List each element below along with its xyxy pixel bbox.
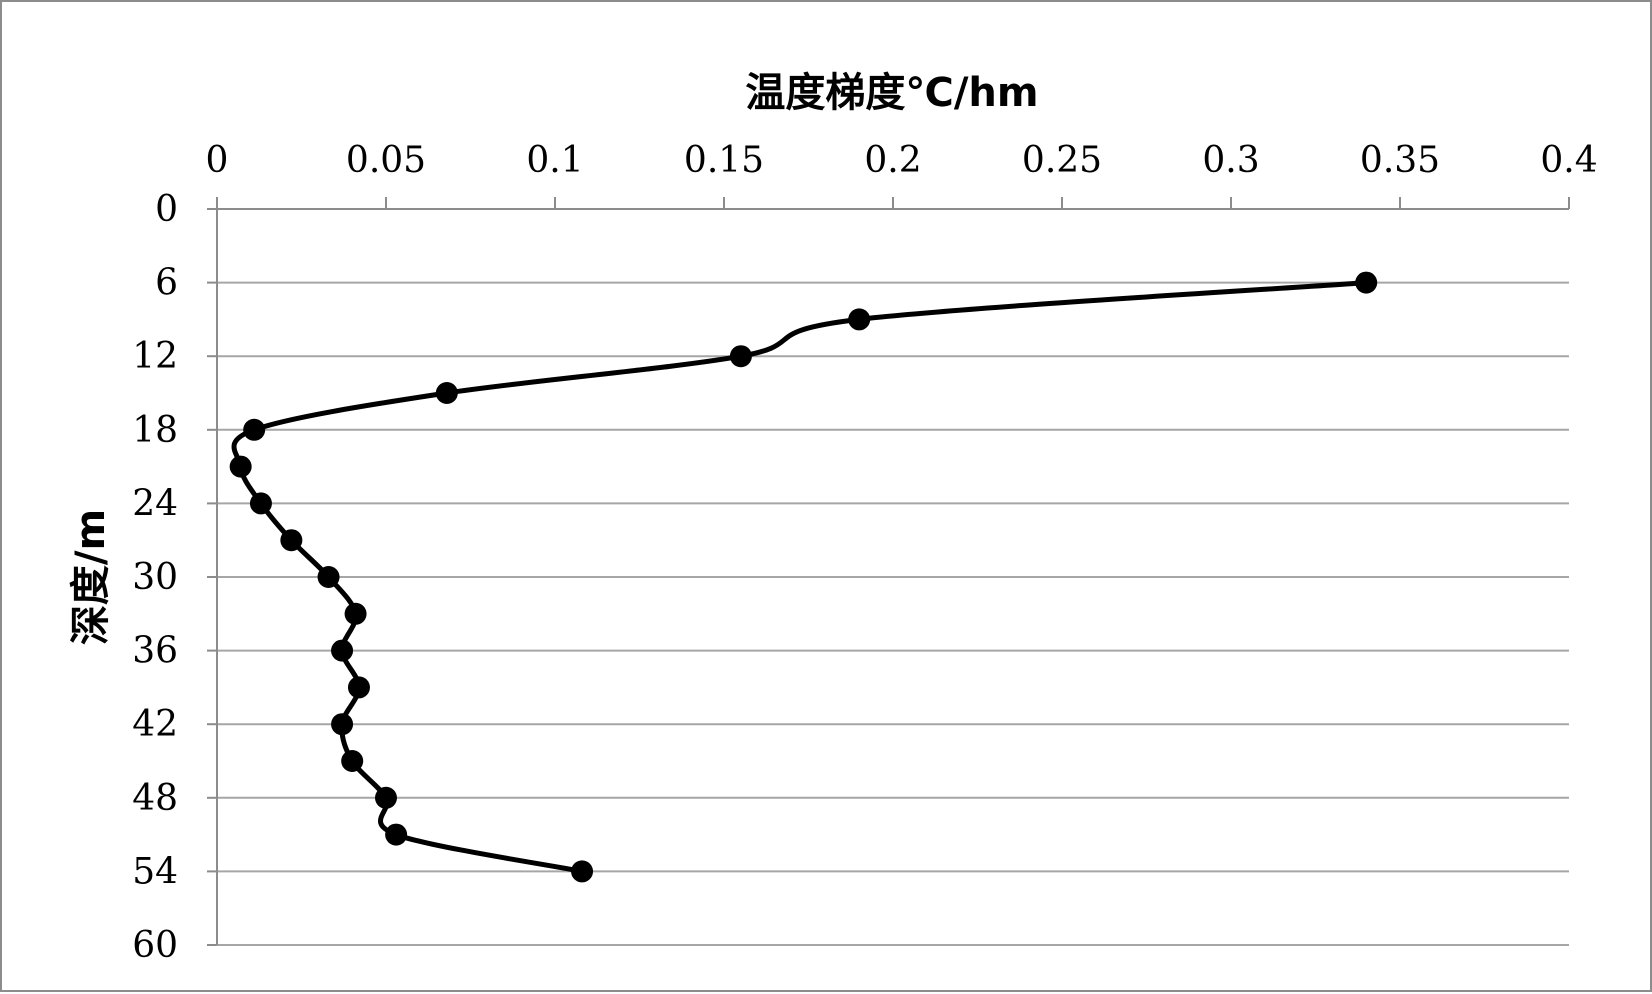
x-tick-label: 0.4 [1540, 140, 1597, 181]
data-point-8 [317, 566, 340, 588]
data-point-14 [375, 786, 397, 809]
data-point-6 [249, 492, 272, 515]
y-tick-label: 6 [155, 263, 178, 304]
y-tick-label: 42 [132, 704, 178, 745]
data-point-7 [280, 529, 303, 552]
x-tick-label: 0.25 [1022, 140, 1102, 181]
x-tick-label: 0.1 [526, 140, 583, 181]
gridlines [217, 281, 1569, 946]
y-axis-title: 深度/m [68, 509, 114, 645]
y-tick-label: 12 [132, 336, 178, 377]
data-point-5 [229, 455, 252, 478]
x-tick-label: 0.05 [346, 140, 426, 181]
data-point-12 [331, 713, 354, 736]
axes [207, 197, 1570, 946]
y-tick-label: 60 [132, 925, 178, 966]
y-tick-label: 0 [155, 189, 178, 230]
data-point-16 [571, 860, 594, 883]
data-point-9 [344, 602, 367, 625]
data-point-3 [435, 382, 458, 404]
data-point-1 [848, 308, 871, 331]
x-tick-label: 0.35 [1360, 140, 1440, 181]
data-point-11 [347, 676, 370, 699]
data-point-4 [243, 418, 266, 441]
y-tick-label: 54 [132, 851, 178, 892]
data-point-10 [331, 639, 354, 662]
y-tick-label: 24 [132, 483, 178, 524]
x-tick-label: 0.2 [864, 140, 921, 181]
data-point-0 [1355, 271, 1378, 294]
data-points [229, 271, 1378, 883]
data-point-15 [385, 823, 408, 846]
x-axis-title: 温度梯度℃/hm [745, 70, 1038, 116]
x-tick-label: 0.15 [684, 140, 764, 181]
y-tick-label: 36 [132, 631, 178, 672]
y-tick-label: 18 [132, 410, 178, 451]
data-point-13 [341, 750, 364, 772]
y-tick-label: 48 [132, 778, 178, 819]
x-tick-label: 0 [206, 140, 229, 181]
y-tick-labels: 0 6 12 18 24 30 36 42 48 54 60 [132, 189, 178, 966]
x-tick-labels: 0 0.05 0.1 0.15 0.2 0.25 0.3 0.35 0.4 [206, 140, 1598, 181]
series-line [231, 280, 1367, 874]
y-tick-label: 30 [132, 557, 178, 598]
data-point-2 [729, 345, 752, 368]
x-tick-label: 0.3 [1202, 140, 1259, 181]
